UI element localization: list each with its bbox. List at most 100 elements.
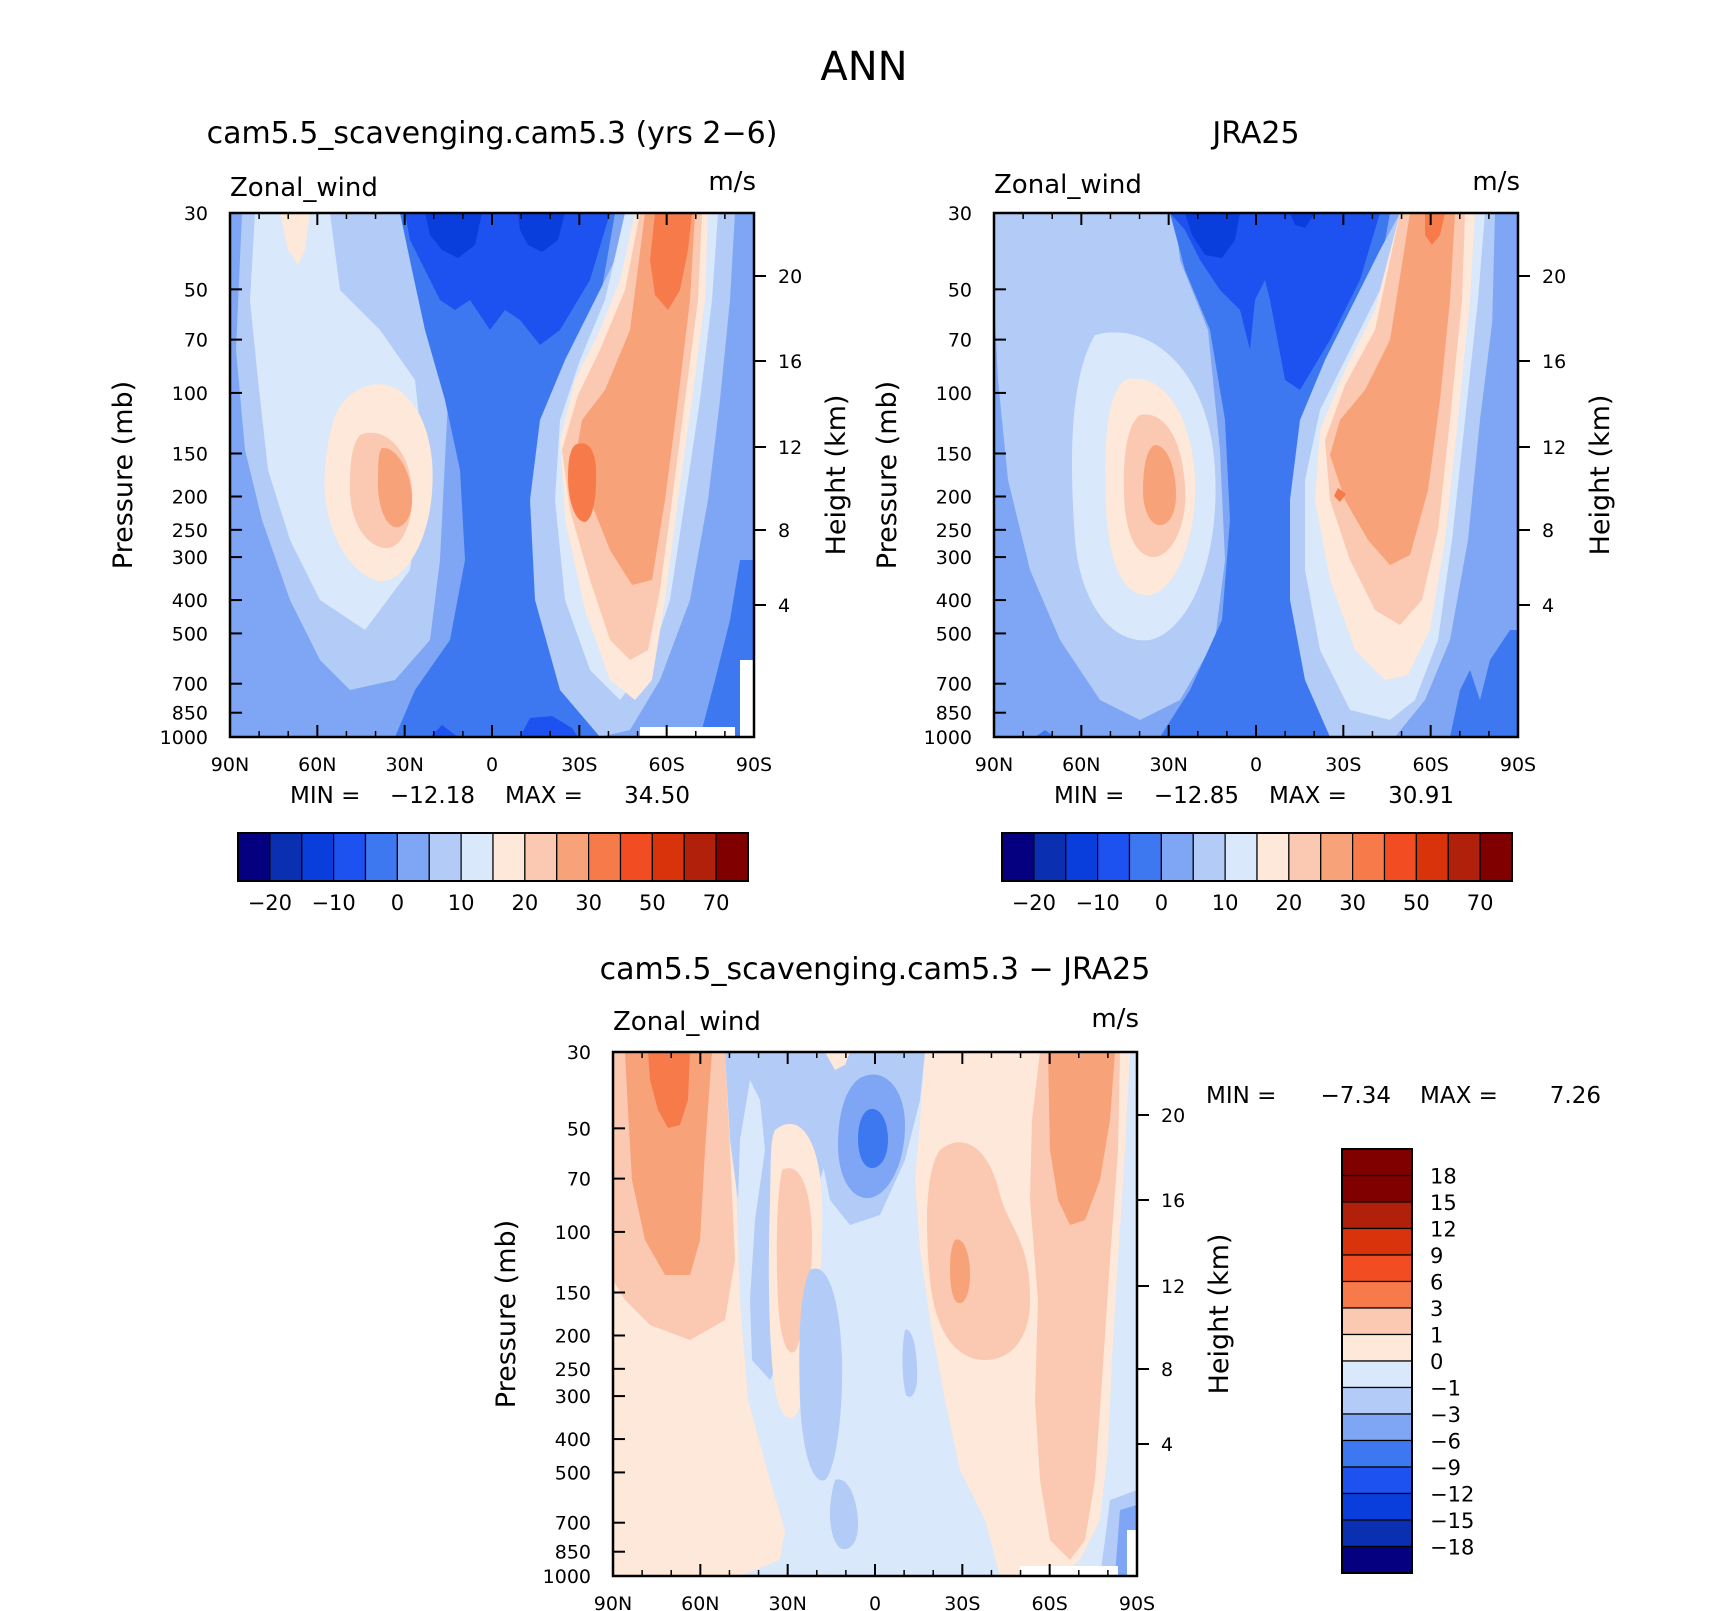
min-value: −12.18 xyxy=(390,783,475,809)
min-label: MIN = xyxy=(1206,1083,1276,1109)
colorbar-label: 0 xyxy=(1430,1350,1443,1374)
y-tick-label: 700 xyxy=(936,674,972,696)
colorbar-label: 0 xyxy=(391,891,404,915)
y-right-tick-label: 8 xyxy=(778,520,790,542)
min-value: −12.85 xyxy=(1154,783,1239,809)
band-nh-positive-strong xyxy=(625,1052,712,1275)
band-nh-strat-light xyxy=(280,213,310,265)
colorbar-swatch xyxy=(301,832,335,882)
band-sh-midlat-core xyxy=(950,1239,970,1304)
band-nh-jet-core xyxy=(378,447,412,528)
units-label: m/s xyxy=(708,167,756,197)
y-tick-label: 700 xyxy=(555,1513,591,1535)
colorbar-label: −9 xyxy=(1430,1456,1461,1480)
y-tick-label: 150 xyxy=(936,444,972,466)
y-tick-label: 50 xyxy=(567,1118,591,1140)
band-easterly-core-b xyxy=(1290,213,1315,228)
colorbar-swatch xyxy=(619,832,653,882)
y-tick-label: 400 xyxy=(936,590,972,612)
colorbar-label: 10 xyxy=(1212,891,1239,915)
colorbar-swatch xyxy=(1341,1280,1413,1309)
colorbar-swatch xyxy=(1341,1519,1413,1548)
colorbar-swatch xyxy=(1341,1386,1413,1415)
x-tick-label: 30N xyxy=(385,754,423,776)
x-tick-label: 90S xyxy=(736,754,772,776)
max-value: 30.91 xyxy=(1388,783,1454,809)
y-right-tick-label: 20 xyxy=(1161,1105,1185,1127)
colorbar-swatch xyxy=(237,832,271,882)
colorbar-swatch xyxy=(1065,832,1099,882)
panel-title: JRA25 xyxy=(1210,116,1299,151)
y-tick-label: 850 xyxy=(555,1542,591,1564)
y-right-tick-label: 8 xyxy=(1161,1359,1173,1381)
max-value: 34.50 xyxy=(624,783,690,809)
units-label: m/s xyxy=(1091,1004,1139,1034)
y-right-tick-label: 16 xyxy=(778,351,802,373)
colorbar-swatch xyxy=(1341,1254,1413,1283)
x-tick-label: 30N xyxy=(1149,754,1187,776)
colorbar-swatch xyxy=(1341,1227,1413,1256)
y-right-tick-label: 16 xyxy=(1161,1190,1185,1212)
colorbar-label: −3 xyxy=(1430,1403,1461,1427)
y-axis-label: Pressure (mb) xyxy=(491,1220,522,1408)
colorbar-swatch xyxy=(1447,832,1481,882)
colorbar-swatch xyxy=(1383,832,1417,882)
panel-difference: cam5.5_scavenging.cam5.3 − JRA25 Zonal_w… xyxy=(491,952,1601,1611)
axes: 90N 60N 30N 0 30S 60S 90S 30 50 70 100 150 200 250 300… xyxy=(924,203,1567,776)
panel-model: cam5.5_scavenging.cam5.3 (yrs 2−6) Zonal… xyxy=(108,116,852,915)
band-surface-easterly-b xyxy=(520,716,578,737)
colorbar-label: 10 xyxy=(448,891,475,915)
band-tropics-blue xyxy=(395,213,615,737)
x-tick-label: 60N xyxy=(298,754,336,776)
band-easterly-core-b xyxy=(518,213,565,252)
units-label: m/s xyxy=(1472,167,1520,197)
y-tick-label: 200 xyxy=(936,486,972,508)
colorbar-swatch xyxy=(1341,1307,1413,1336)
colorbar-label: 20 xyxy=(512,891,539,915)
colorbar: −20 −10 0 10 20 30 50 70 xyxy=(237,832,749,915)
y-right-tick-label: 12 xyxy=(778,437,802,459)
band-nh-jet-core xyxy=(1143,445,1176,525)
band-sh-jet-inner xyxy=(1330,213,1455,565)
colorbar-label: 12 xyxy=(1430,1218,1457,1242)
colorbar-swatch xyxy=(1192,832,1226,882)
band-tropics-blue xyxy=(1160,213,1390,737)
y-tick-label: 50 xyxy=(184,279,208,301)
y-right-tick-label: 4 xyxy=(1161,1434,1173,1456)
y-right-tick-label: 20 xyxy=(1542,266,1566,288)
colorbar-swatch xyxy=(460,832,494,882)
x-tick-label: 30S xyxy=(944,1593,980,1611)
max-label: MAX = xyxy=(1420,1083,1498,1109)
colorbar-swatch xyxy=(1128,832,1162,882)
panel-reanalysis: JRA25 Zonal_wind m/s 90N 60N 30N 0 3 xyxy=(872,116,1616,915)
colorbar-swatch xyxy=(1224,832,1258,882)
y-tick-label: 300 xyxy=(555,1386,591,1408)
contour-field xyxy=(230,213,754,737)
x-tick-label: 60N xyxy=(1062,754,1100,776)
colorbar-swatch xyxy=(428,832,462,882)
y-tick-label: 150 xyxy=(172,444,208,466)
max-value: 7.26 xyxy=(1550,1083,1601,1109)
band-easterly-core-a xyxy=(425,213,482,258)
colorbar-swatch xyxy=(333,832,367,882)
colorbar-swatch xyxy=(588,832,622,882)
contour-field xyxy=(613,1052,1137,1576)
y-tick-label: 400 xyxy=(172,590,208,612)
band-sh-blue-edge xyxy=(1440,213,1518,737)
colorbar-swatch xyxy=(1479,832,1513,882)
band-sh-positive xyxy=(927,1142,1030,1360)
colorbar-swatch xyxy=(1415,832,1449,882)
colorbar-swatch xyxy=(364,832,398,882)
colorbar-frame xyxy=(1341,1148,1413,1574)
colorbar-label: 70 xyxy=(1467,891,1494,915)
y-tick-label: 850 xyxy=(936,703,972,725)
colorbar-label: 9 xyxy=(1430,1244,1443,1268)
y-tick-label: 30 xyxy=(948,203,972,225)
colorbar-label: −1 xyxy=(1430,1377,1461,1401)
variable-label: Zonal_wind xyxy=(994,170,1142,200)
colorbar-label: 50 xyxy=(639,891,666,915)
colorbar: −20 −10 0 10 20 30 50 70 xyxy=(1001,832,1513,915)
variable-label: Zonal_wind xyxy=(230,173,378,203)
